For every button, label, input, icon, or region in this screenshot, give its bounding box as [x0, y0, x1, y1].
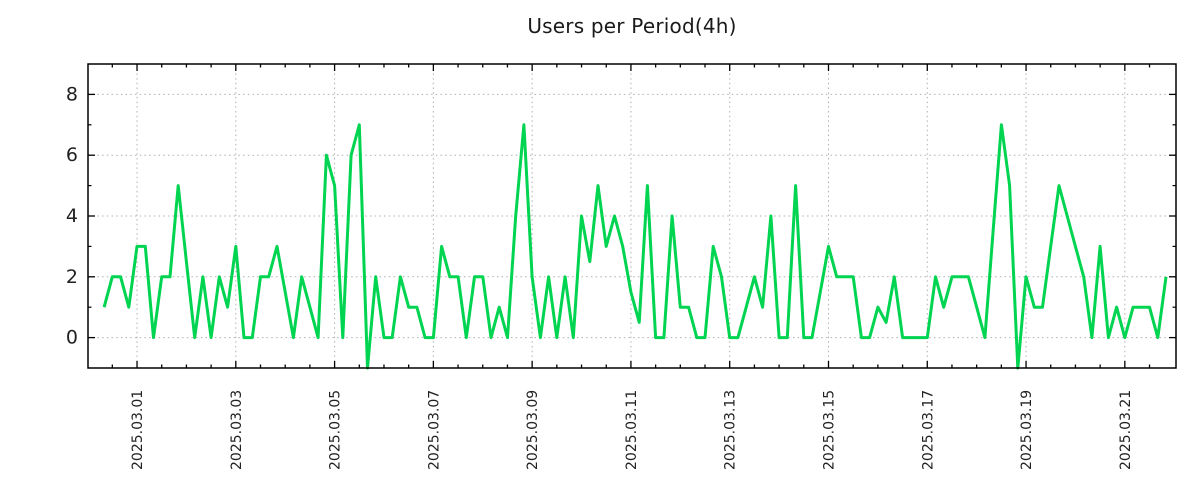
x-tick-label: 2025.03.13: [723, 390, 739, 470]
x-tick-label: 2025.03.07: [426, 390, 442, 470]
series-layer: [102, 123, 1168, 370]
y-tick-label: 0: [66, 327, 78, 349]
chart-title: Users per Period(4h): [527, 14, 737, 38]
series-line-users: [102, 123, 1168, 370]
x-tick-label: 2025.03.11: [624, 390, 640, 470]
y-tick-label: 2: [66, 266, 78, 288]
y-tick-label: 8: [66, 83, 78, 105]
x-tick-label: 2025.03.05: [328, 390, 344, 470]
plot-border: [87, 63, 1177, 369]
x-tick-label: 2025.03.03: [229, 390, 245, 470]
y-tick-label: 6: [66, 144, 78, 166]
y-tick-label: 4: [66, 205, 78, 227]
grid-layer: [88, 64, 1176, 368]
x-tick-label: 2025.03.21: [1118, 390, 1134, 470]
x-tick-label: 2025.03.19: [1019, 390, 1035, 470]
x-tick-label: 2025.03.09: [525, 390, 541, 470]
label-layer: 0 2 4 6 8 2025.03.01 2025.03.03 2025.03.05 2025.…: [66, 83, 1134, 470]
axis-layer: [87, 63, 1177, 369]
x-tick-label: 2025.03.15: [821, 390, 837, 470]
x-tick-label: 2025.03.17: [920, 390, 936, 470]
x-tick-label: 2025.03.01: [130, 390, 146, 470]
